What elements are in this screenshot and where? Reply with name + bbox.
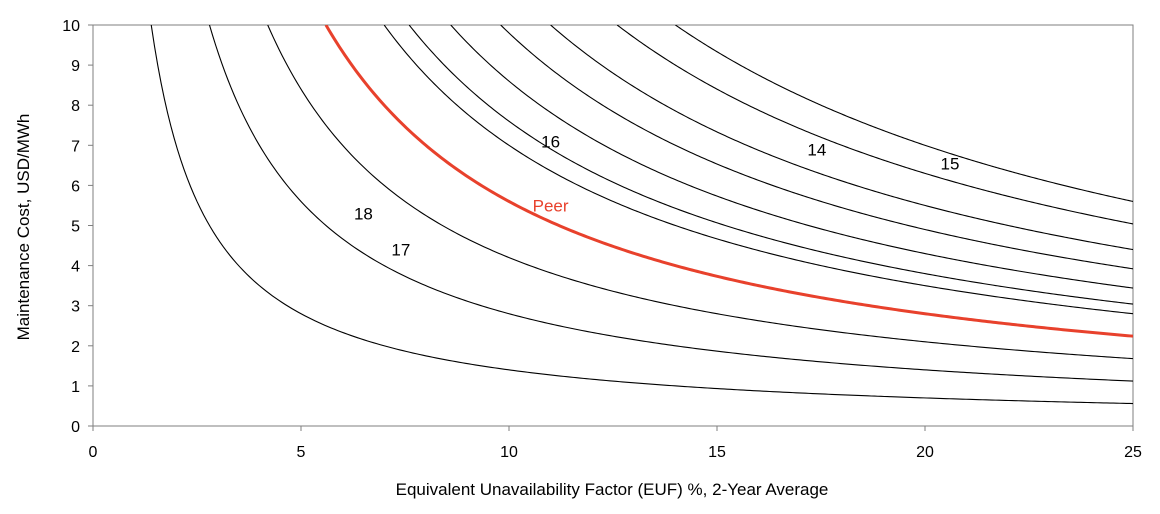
curve-4 (383, 25, 1133, 315)
curve-label-0: 18 (354, 204, 373, 223)
y-axis: 0 1 2 3 4 5 6 7 8 9 10 (62, 18, 93, 436)
curve-label-1: 17 (391, 241, 410, 260)
curve-10 (675, 25, 1133, 202)
y-tick-label-2: 2 (71, 339, 80, 356)
curve-6 (450, 25, 1133, 289)
y-tick-label-1: 1 (71, 379, 80, 396)
y-tick-label-9: 9 (71, 58, 80, 75)
curve-3 (324, 25, 1133, 338)
y-axis-title: Maintenance Cost, USD/MWh (14, 114, 33, 341)
curve-labels: 18 17 16 Peer 14 15 (354, 132, 959, 259)
x-tick-label-3: 15 (708, 444, 726, 461)
curve-7 (500, 25, 1133, 270)
y-tick-label-10: 10 (62, 18, 80, 35)
x-tick-label-1: 5 (297, 444, 306, 461)
curve-9 (616, 25, 1133, 225)
curve-0 (150, 25, 1133, 405)
x-axis: 0 5 10 15 20 25 (89, 426, 1142, 461)
y-tick-label-3: 3 (71, 299, 80, 316)
curve-label-2: 16 (541, 132, 560, 151)
curve-5 (408, 25, 1133, 305)
y-tick-label-4: 4 (71, 259, 80, 276)
curve-label-3: Peer (533, 196, 569, 215)
curve-2 (267, 25, 1133, 360)
y-tick-label-6: 6 (71, 178, 80, 195)
curve-label-5: 15 (940, 154, 959, 173)
y-tick-label-5: 5 (71, 219, 80, 236)
curve-8 (550, 25, 1133, 251)
curve-label-4: 14 (807, 140, 826, 159)
x-tick-label-2: 10 (500, 444, 518, 461)
curves-layer (150, 25, 1133, 405)
x-tick-label-4: 20 (916, 444, 934, 461)
x-axis-title: Equivalent Unavailability Factor (EUF) %… (396, 480, 829, 499)
y-tick-label-7: 7 (71, 138, 80, 155)
y-tick-label-0: 0 (71, 419, 80, 436)
curve-1 (208, 25, 1133, 382)
x-tick-label-5: 25 (1124, 444, 1142, 461)
x-tick-label-0: 0 (89, 444, 98, 461)
y-tick-label-8: 8 (71, 98, 80, 115)
